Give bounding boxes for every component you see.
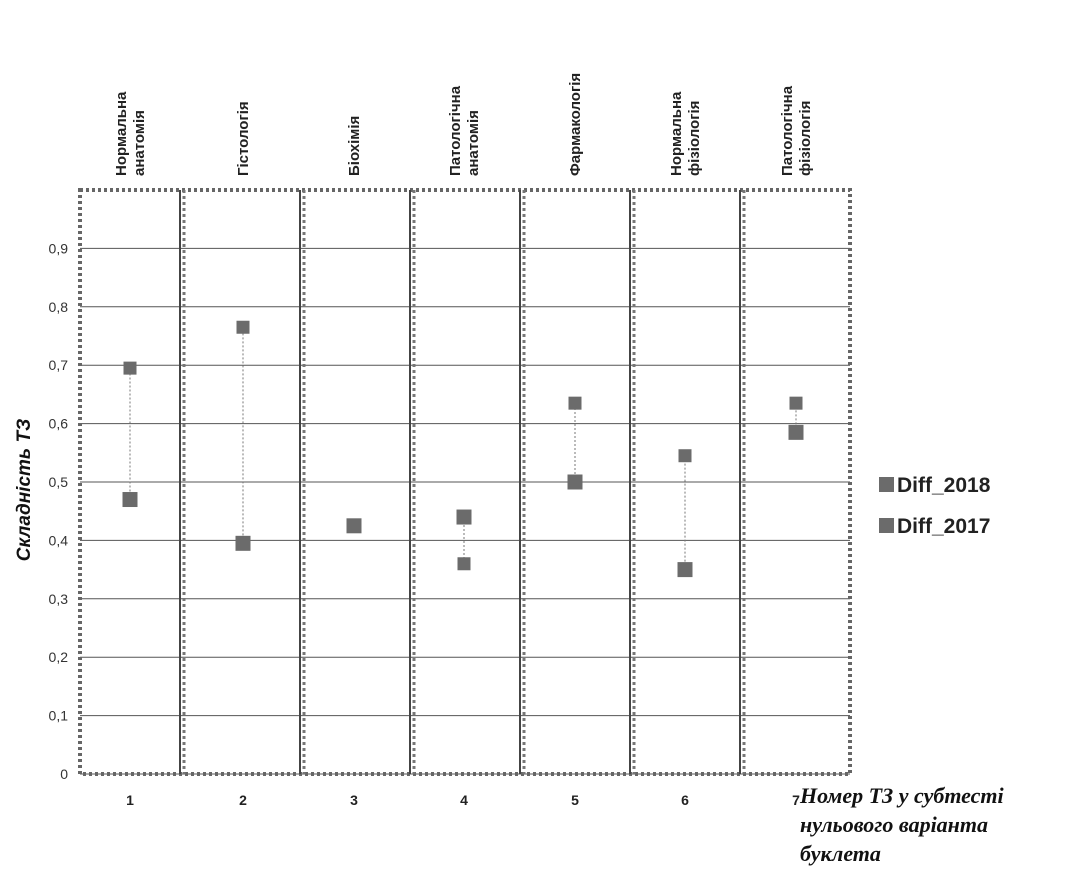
category-label: Біохімія xyxy=(346,116,363,176)
x-tick-labels: 1 2 3 4 5 6 7 xyxy=(126,792,800,808)
y-tick-label: 0,6 xyxy=(49,416,69,432)
y-axis-label: Складність ТЗ xyxy=(14,419,35,562)
legend-label: Diff_2018 xyxy=(897,474,991,497)
legend-swatch xyxy=(879,477,894,492)
category-label-line: Фармакологія xyxy=(567,73,584,176)
x-tick-label: 7 xyxy=(792,792,800,808)
category-label: Патологічна анатомія xyxy=(447,85,482,176)
category-panels xyxy=(78,188,852,776)
data-point-diff-2018 xyxy=(122,492,138,508)
category-label-line: анатомія xyxy=(465,110,482,176)
x-tick-label: 4 xyxy=(460,792,468,808)
data-point-diff-2018 xyxy=(788,424,804,440)
category-labels: Нормальна анатомія Гістологія Біохімія Патол… xyxy=(113,73,814,176)
category-label-line: Патологічна xyxy=(779,85,796,176)
category-label-line: Нормальна xyxy=(113,91,130,176)
data-point-diff-2017 xyxy=(347,519,361,533)
y-tick-label: 0,3 xyxy=(49,591,69,607)
x-axis-label: Номер ТЗ у субтесті нульового варіанта б… xyxy=(800,783,1004,866)
data-point-diff-2018 xyxy=(235,535,251,551)
range-lines xyxy=(129,327,797,570)
data-point-diff-2017 xyxy=(789,396,803,410)
category-label-line: фізіологія xyxy=(686,101,703,176)
data-point-diff-2018 xyxy=(677,562,693,578)
y-tick-label: 0,1 xyxy=(49,708,69,724)
legend-label: Diff_2017 xyxy=(897,515,990,538)
data-point-diff-2017 xyxy=(457,557,471,571)
data-points xyxy=(122,320,804,578)
y-tick-label: 0,5 xyxy=(49,474,69,490)
x-tick-label: 3 xyxy=(350,792,358,808)
category-label: Нормальна анатомія xyxy=(113,91,148,176)
category-label-line: Гістологія xyxy=(235,101,252,176)
category-label-line: Біохімія xyxy=(346,116,363,176)
legend: Diff_2018 Diff_2017 xyxy=(879,474,991,538)
x-tick-label: 5 xyxy=(571,792,579,808)
category-label: Нормальна фізіологія xyxy=(668,91,703,176)
y-tick-label: 0,7 xyxy=(49,357,69,373)
x-tick-label: 2 xyxy=(239,792,247,808)
panel-frame xyxy=(78,188,852,776)
x-tick-label: 6 xyxy=(681,792,689,808)
gridlines xyxy=(80,247,850,775)
category-label-line: Патологічна xyxy=(447,85,464,176)
y-tick-label: 0,9 xyxy=(49,240,69,256)
y-tick-label: 0,4 xyxy=(49,532,69,548)
y-tick-labels: 0 0,1 0,2 0,3 0,4 0,5 0,6 0,7 0,8 0,9 xyxy=(49,240,69,782)
data-point-diff-2018 xyxy=(567,474,583,490)
category-label-line: анатомія xyxy=(131,110,148,176)
category-label-line: фізіологія xyxy=(797,101,814,176)
x-tick-label: 1 xyxy=(126,792,134,808)
data-point-diff-2017 xyxy=(236,320,250,334)
category-label: Патологічна фізіологія xyxy=(779,85,814,176)
data-point-diff-2017 xyxy=(568,396,582,410)
data-point-diff-2017 xyxy=(123,361,137,375)
data-point-diff-2017 xyxy=(678,449,692,463)
legend-swatch xyxy=(879,518,894,533)
data-point-diff-2018 xyxy=(456,509,472,525)
category-label-line: Нормальна xyxy=(668,91,685,176)
y-tick-label: 0,2 xyxy=(49,649,69,665)
category-label: Фармакологія xyxy=(567,73,584,176)
y-tick-label: 0,8 xyxy=(49,299,69,315)
y-tick-label: 0 xyxy=(60,766,68,782)
category-label: Гістологія xyxy=(235,101,252,176)
